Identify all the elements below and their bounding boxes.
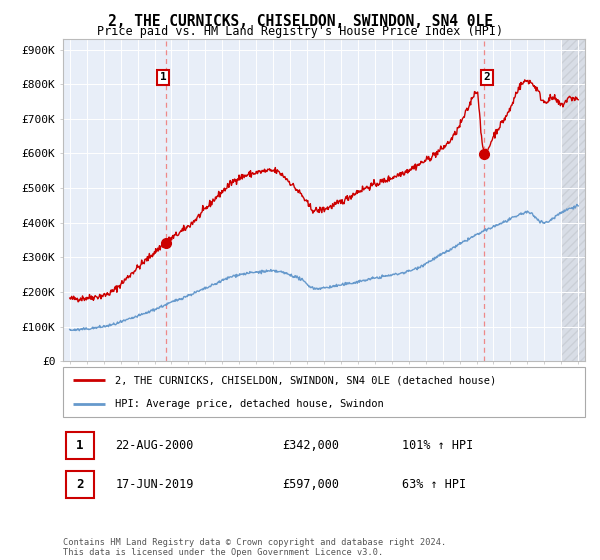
- Text: £597,000: £597,000: [282, 478, 339, 491]
- Text: 2, THE CURNICKS, CHISELDON, SWINDON, SN4 0LE (detached house): 2, THE CURNICKS, CHISELDON, SWINDON, SN4…: [115, 375, 496, 385]
- FancyBboxPatch shape: [65, 471, 94, 498]
- Text: HPI: Average price, detached house, Swindon: HPI: Average price, detached house, Swin…: [115, 399, 384, 409]
- Text: 2, THE CURNICKS, CHISELDON, SWINDON, SN4 0LE: 2, THE CURNICKS, CHISELDON, SWINDON, SN4…: [107, 14, 493, 29]
- FancyBboxPatch shape: [65, 432, 94, 459]
- Text: 2: 2: [76, 478, 84, 491]
- Text: 101% ↑ HPI: 101% ↑ HPI: [403, 438, 473, 452]
- Text: 2: 2: [484, 72, 490, 82]
- Text: Contains HM Land Registry data © Crown copyright and database right 2024.
This d: Contains HM Land Registry data © Crown c…: [63, 538, 446, 557]
- Bar: [561, 39, 593, 361]
- Text: 22-AUG-2000: 22-AUG-2000: [115, 438, 194, 452]
- Text: 1: 1: [76, 438, 84, 452]
- FancyBboxPatch shape: [63, 367, 585, 417]
- Text: 17-JUN-2019: 17-JUN-2019: [115, 478, 194, 491]
- Text: Price paid vs. HM Land Registry's House Price Index (HPI): Price paid vs. HM Land Registry's House …: [97, 25, 503, 38]
- Text: 1: 1: [160, 72, 166, 82]
- Text: £342,000: £342,000: [282, 438, 339, 452]
- Text: 63% ↑ HPI: 63% ↑ HPI: [403, 478, 466, 491]
